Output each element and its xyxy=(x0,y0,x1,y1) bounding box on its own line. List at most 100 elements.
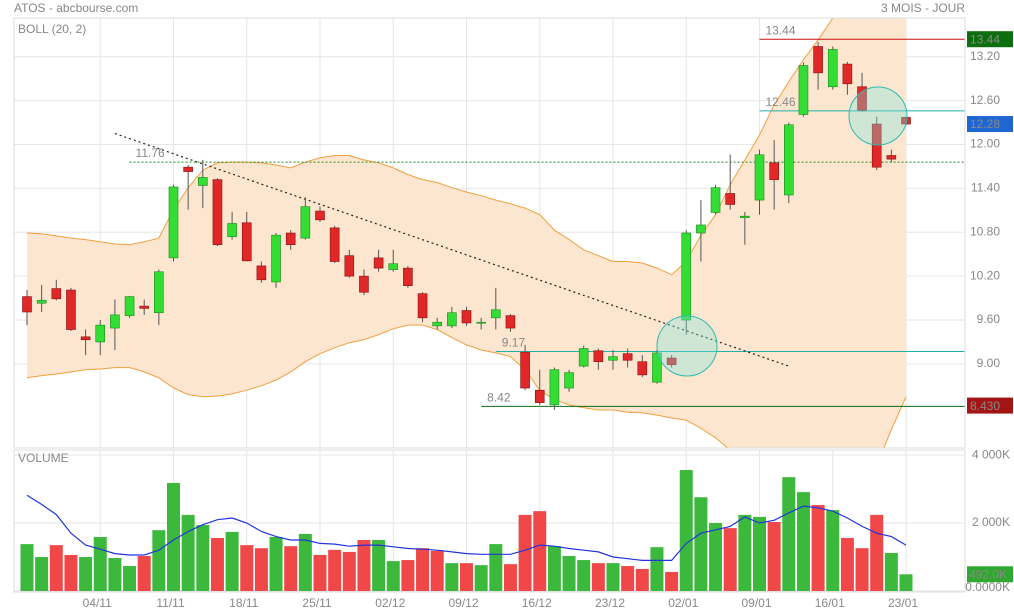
x-tick-label: 23/01 xyxy=(888,596,918,610)
volume-bar xyxy=(430,550,444,591)
candle-body xyxy=(110,314,120,329)
y-tick-label: 12.60 xyxy=(970,93,1000,107)
candle-body xyxy=(871,123,882,168)
level-label: 12.46 xyxy=(766,95,796,109)
candle-body xyxy=(740,215,750,218)
x-tick-label: 18/11 xyxy=(229,596,258,610)
volume-bar xyxy=(474,565,488,591)
y-tick-label: 11.40 xyxy=(971,181,1000,195)
candle-body xyxy=(549,369,560,406)
candle-body xyxy=(22,296,32,313)
price-tag xyxy=(967,31,1013,48)
candle-body xyxy=(622,353,633,361)
overlay: 04/11 11/11 18/11 25/11 02/12 09/12 16/12 23/12… xyxy=(18,22,1013,610)
level-label: 9.17 xyxy=(502,336,526,350)
candle-body xyxy=(139,305,149,309)
volume-label: VOLUME xyxy=(18,451,69,465)
trendline xyxy=(114,132,789,367)
price-panel xyxy=(14,18,965,448)
volume-tick-label: 4 000K xyxy=(972,447,1010,461)
volume-bar xyxy=(840,537,854,591)
volume-bar xyxy=(738,514,752,591)
volume-tag-label: 492.0K xyxy=(969,567,1007,581)
volume-bar xyxy=(796,492,810,591)
candle-body xyxy=(564,372,574,389)
candle-body xyxy=(827,49,838,88)
price-tag-label: 8.430 xyxy=(970,399,1000,413)
volume-panel xyxy=(14,450,965,592)
volume-bar xyxy=(460,563,473,591)
price-frame xyxy=(13,17,966,449)
volume-bar xyxy=(386,561,400,591)
candle-body xyxy=(124,296,135,316)
price-tag xyxy=(967,397,1013,414)
volume-bar xyxy=(152,530,166,591)
candle-body xyxy=(315,210,325,221)
volume-bar xyxy=(137,556,151,591)
y-tick-label: 9.60 xyxy=(977,312,1001,326)
band-fill xyxy=(27,18,906,448)
candle-body xyxy=(754,154,765,201)
volume-bar xyxy=(225,531,239,591)
candle-body xyxy=(652,352,662,383)
band-lower xyxy=(26,324,907,448)
volume-bar xyxy=(855,548,869,591)
volume-bar xyxy=(899,574,913,591)
candle-body xyxy=(842,63,853,85)
candle-body xyxy=(813,46,823,74)
x-tick-label: 02/01 xyxy=(668,596,698,610)
volume-bar xyxy=(782,477,796,591)
y-tick-label: 10.80 xyxy=(970,224,1000,238)
x-tick-label: 11/11 xyxy=(156,596,185,610)
volume-bar xyxy=(357,540,371,591)
volume-frame xyxy=(13,449,966,593)
volume-bar xyxy=(20,544,34,591)
candle-body xyxy=(857,86,867,111)
volume-bar xyxy=(635,568,649,591)
x-tick-label: 04/11 xyxy=(83,596,112,610)
volume-bar xyxy=(328,549,342,591)
candle-body xyxy=(798,65,809,115)
volume-bar xyxy=(489,544,503,591)
candle-body xyxy=(681,232,692,321)
volume-bar xyxy=(547,546,561,591)
candle-body xyxy=(696,224,706,234)
band-label: BOLL (20, 2) xyxy=(18,22,86,36)
candle-body xyxy=(710,187,721,213)
volume-bar xyxy=(591,563,605,591)
candle-body xyxy=(271,234,281,283)
volume-bar xyxy=(64,554,78,591)
volume-bar xyxy=(533,511,547,591)
volume-bar xyxy=(269,536,283,591)
x-tick-label: 09/01 xyxy=(741,596,771,610)
candle-body xyxy=(476,321,486,324)
volume-bar xyxy=(342,551,356,591)
price-tag xyxy=(967,116,1013,133)
candle-body xyxy=(168,186,179,259)
volume-bar xyxy=(709,523,723,591)
volume-bar xyxy=(884,552,898,591)
volume-bar xyxy=(679,470,693,591)
volume-bar xyxy=(240,545,254,591)
volume-bar xyxy=(79,557,93,591)
volume-bar xyxy=(416,548,430,591)
candle-body xyxy=(490,309,501,319)
volume-bar xyxy=(811,505,825,591)
volume-ma xyxy=(26,494,907,561)
x-tick-label: 25/11 xyxy=(302,596,331,610)
x-tick-label: 23/12 xyxy=(595,596,625,610)
volume-bar xyxy=(723,528,737,591)
volume-bar xyxy=(401,560,415,591)
y-tick-label: 13.20 xyxy=(970,49,1000,63)
candle-body xyxy=(578,348,589,367)
level-label: 8.42 xyxy=(487,390,511,404)
candle-body xyxy=(212,179,223,246)
candle-body xyxy=(256,265,267,281)
volume-bar xyxy=(621,566,635,591)
candle-body xyxy=(300,206,311,239)
volume-bar xyxy=(870,514,884,591)
volume-bar xyxy=(49,545,63,591)
volume-bar xyxy=(254,548,268,591)
volume-bar xyxy=(577,560,591,591)
